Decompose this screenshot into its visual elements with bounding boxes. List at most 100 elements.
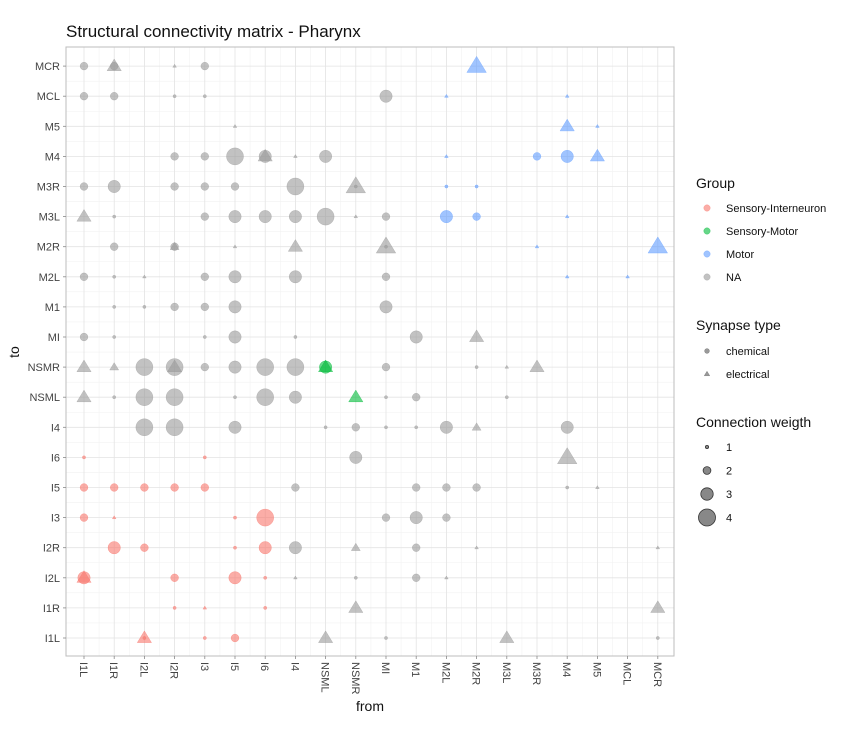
- point-i1l-to-m3l-electrical: [76, 208, 92, 222]
- point-i2r-to-m4-chemical: [170, 152, 179, 161]
- point-m1-to-i4-chemical: [414, 425, 419, 430]
- point-i6-to-i3-chemical: [256, 508, 274, 527]
- legend-swatch-sensory-motor: [703, 227, 711, 235]
- legend-group-title: Group: [696, 175, 735, 191]
- point-m2r-to-i2r-electrical: [474, 545, 479, 550]
- point-i2r-to-m1-chemical: [170, 302, 179, 312]
- x-tick-nsmr: NSMR: [349, 662, 361, 694]
- point-nsml-to-m3l-chemical: [316, 207, 335, 226]
- point-mcr-to-i2r-electrical: [655, 545, 661, 550]
- point-i3-to-nsmr-chemical: [200, 362, 209, 372]
- legend-size-2: [702, 466, 712, 475]
- point-i2l-to-i5-chemical: [140, 483, 149, 492]
- point-nsmr-to-m3l-electrical: [353, 214, 359, 219]
- point-mi-to-nsml-chemical: [384, 395, 388, 400]
- point-m2r-to-m3r-chemical: [474, 184, 479, 189]
- point-m5-to-i5-electrical: [595, 485, 600, 489]
- x-tick-mcr: MCR: [651, 662, 663, 687]
- point-i6-to-nsmr-chemical: [256, 358, 274, 376]
- point-i3-to-mcr-chemical: [200, 61, 209, 71]
- y-tick-labels: I1L I1R I2L I2R I3 I5 I6 I4 NSML NSMR MI M1 M2L M2R M3…: [28, 61, 66, 645]
- legend-synapse-items: chemical electrical: [703, 346, 769, 381]
- point-i1l-to-mcl-chemical: [79, 92, 89, 101]
- point-i2r-to-i5-chemical: [170, 483, 179, 492]
- point-m2r-to-i5-chemical: [472, 483, 481, 492]
- point-i5-to-i2r-chemical: [233, 545, 237, 550]
- plot-panel: [65, 46, 675, 657]
- x-tick-labels: I1L I1R I2L I2R I3 I5 I6 I4 NSML NSMR MI M1 M2L M2R M3…: [77, 656, 663, 694]
- x-tick-m3l: M3L: [500, 662, 512, 683]
- point-i1l-to-m2l-chemical: [79, 272, 89, 281]
- point-m3r-to-m2r-electrical: [534, 244, 540, 249]
- y-tick-m5: M5: [45, 121, 60, 133]
- y-tick-nsml: NSML: [29, 392, 60, 404]
- point-m4-to-i4-chemical: [560, 420, 574, 434]
- point-i1r-to-i5-chemical: [110, 483, 119, 492]
- point-m1-to-mi-chemical: [409, 330, 423, 344]
- point-nsml-to-nsmr-electrical: [318, 359, 334, 372]
- point-m2l-to-mcl-electrical: [444, 93, 449, 98]
- point-i3-to-i1r-electrical: [202, 605, 208, 610]
- x-tick-mi: MI: [379, 662, 391, 674]
- point-m3r-to-nsmr-electrical: [529, 359, 545, 372]
- y-tick-i2r: I2R: [43, 543, 60, 555]
- x-tick-m5: M5: [590, 662, 602, 677]
- point-m4-to-mcl-electrical: [564, 93, 570, 98]
- point-i3-to-mcl-chemical: [202, 94, 207, 99]
- point-i2l-to-i4-chemical: [135, 418, 154, 437]
- point-i3-to-m2l-chemical: [200, 272, 209, 281]
- y-tick-i6: I6: [51, 452, 60, 464]
- point-mi-to-i1l-chemical: [384, 636, 388, 640]
- x-tick-m1: M1: [409, 662, 421, 677]
- point-i3-to-i1l-chemical: [202, 636, 207, 640]
- x-tick-i4: I4: [288, 662, 300, 671]
- point-nsmr-to-i2l-chemical: [353, 575, 358, 580]
- point-i1l-to-i5-chemical: [79, 483, 89, 492]
- y-tick-m4: M4: [45, 151, 60, 163]
- point-m4-to-i6-electrical: [556, 447, 578, 465]
- legend-label-motor: Motor: [726, 249, 754, 261]
- point-i6-to-i2r-chemical: [258, 541, 272, 555]
- point-i1l-to-i3-chemical: [79, 513, 89, 522]
- point-i6-to-i1r-chemical: [263, 606, 268, 610]
- point-i1l-to-nsml-electrical: [76, 389, 92, 403]
- point-nsmr-to-i4-chemical: [351, 423, 360, 432]
- point-i4-to-m3l-chemical: [288, 210, 302, 224]
- point-i3-to-i5-chemical: [200, 483, 209, 492]
- y-tick-i5: I5: [51, 483, 60, 495]
- legend-group-items: Sensory-Interneuron Sensory-Motor Motor NA: [703, 203, 826, 284]
- x-tick-m4: M4: [560, 662, 572, 677]
- point-i2l-to-m1-chemical: [142, 305, 147, 309]
- point-i3-to-m3r-chemical: [200, 182, 209, 191]
- point-m1-to-i2l-chemical: [412, 573, 421, 582]
- point-i2l-to-nsml-chemical: [135, 388, 154, 406]
- point-mi-to-m3l-chemical: [381, 212, 391, 221]
- point-i5-to-m2r-electrical: [232, 244, 238, 249]
- point-i3-to-m3l-chemical: [200, 212, 209, 221]
- point-i4-to-m2r-electrical: [287, 239, 303, 252]
- point-nsml-to-i4-chemical: [323, 425, 328, 430]
- legend-swatch-sensory-interneuron: [703, 204, 711, 212]
- point-m4-to-m4-chemical: [560, 149, 574, 163]
- point-i2r-to-nsml-chemical: [165, 388, 184, 406]
- point-i1r-to-nsmr-electrical: [109, 362, 120, 371]
- point-m3l-to-nsml-chemical: [504, 395, 509, 400]
- x-tick-m2r: M2R: [470, 662, 482, 685]
- point-m2r-to-nsmr-chemical: [474, 365, 479, 369]
- legend-size-3: [700, 487, 714, 501]
- x-tick-i6: I6: [258, 662, 270, 671]
- point-i6-to-m3l-chemical: [258, 210, 272, 224]
- point-i1r-to-m2r-chemical: [110, 242, 119, 251]
- y-tick-i1r: I1R: [43, 603, 60, 615]
- plot-background: [66, 47, 674, 656]
- point-i5-to-nsmr-chemical: [228, 360, 242, 374]
- point-m4-to-m5-electrical: [559, 118, 575, 132]
- legend-swatch-motor: [703, 250, 711, 258]
- point-i2l-to-i2r-chemical: [140, 543, 149, 552]
- point-i1r-to-i3-electrical: [111, 515, 117, 520]
- legend-label-electrical: electrical: [726, 369, 769, 381]
- point-m5-to-m4-electrical: [589, 148, 605, 162]
- point-i1l-to-mi-chemical: [79, 332, 89, 342]
- y-tick-i4: I4: [51, 422, 60, 434]
- point-mi-to-mcl-chemical: [379, 89, 393, 103]
